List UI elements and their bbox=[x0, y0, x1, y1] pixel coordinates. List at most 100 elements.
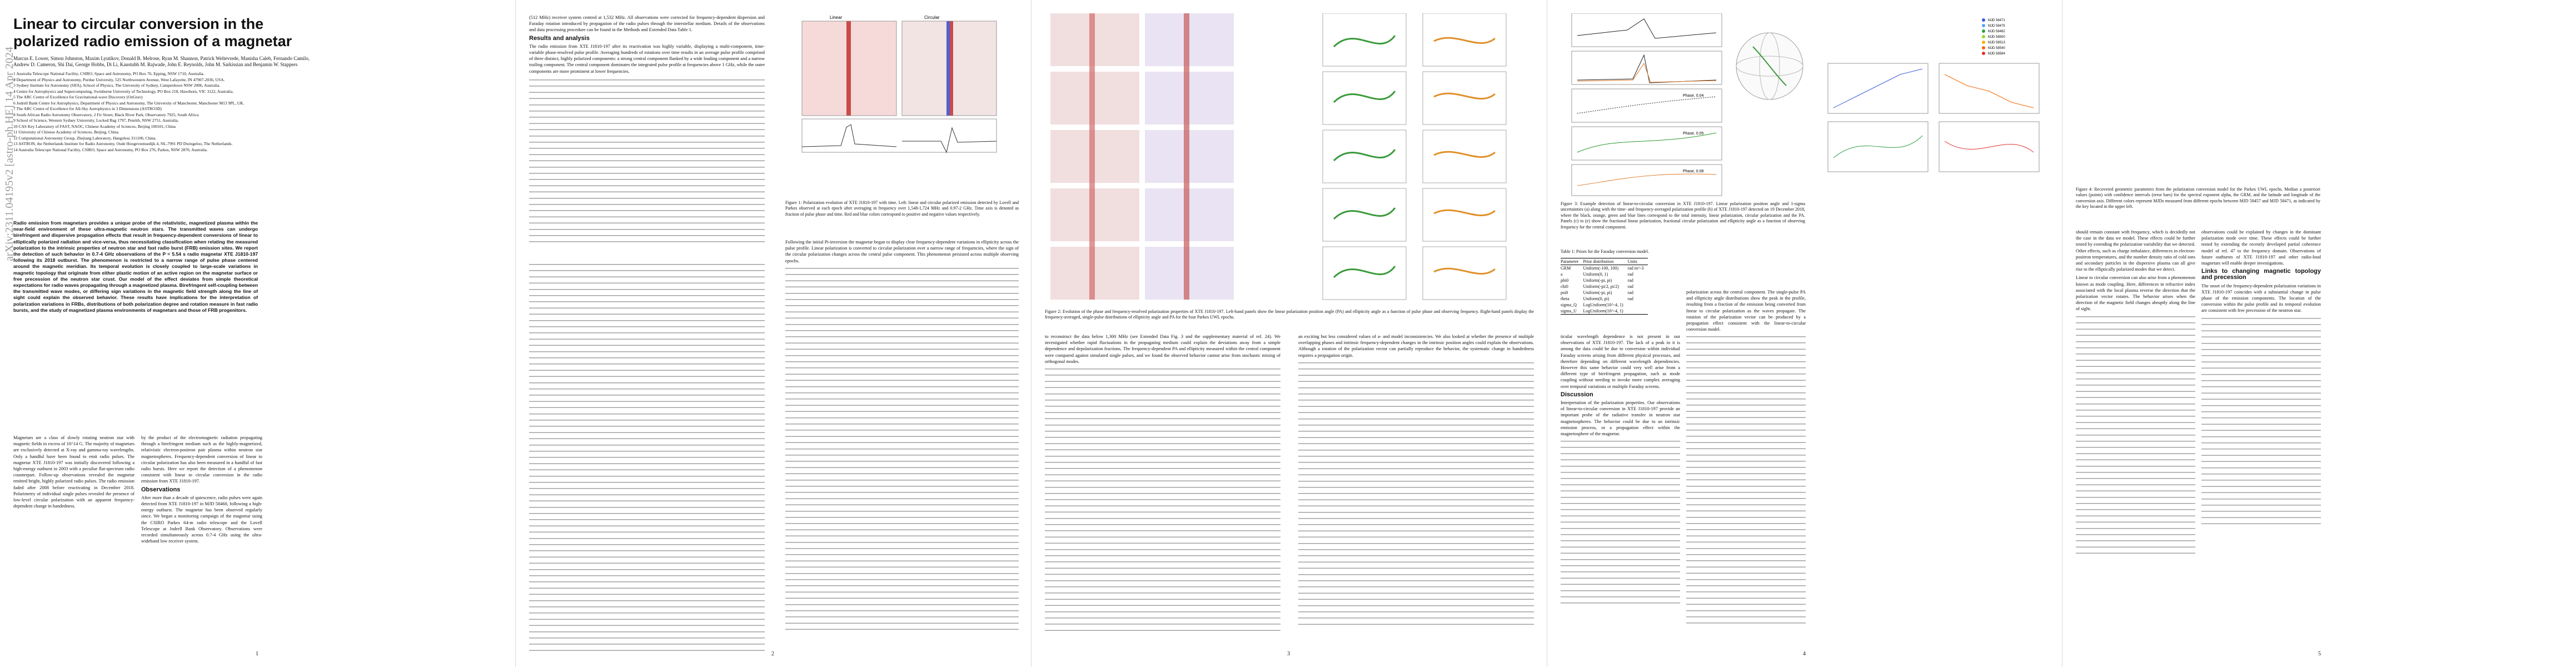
observations-paragraph: After more than a decade of quiescence, … bbox=[141, 495, 262, 544]
body-column-1: (512 MHz) receiver system centred at 1,5… bbox=[529, 14, 765, 245]
text-block bbox=[785, 266, 1019, 633]
text-block bbox=[1686, 335, 1806, 624]
figure-4-legend: MJD 58471 MJD 58475 MJD 58482 MJD 58500 … bbox=[1982, 18, 2005, 56]
body-column-2: Following the initial Pi-inversion the m… bbox=[785, 239, 1019, 633]
legend-label: MJD 58584 bbox=[1988, 52, 2005, 56]
text-block bbox=[1298, 360, 1534, 628]
figure-4-caption: Figure 4: Recovered geometric parameters… bbox=[2076, 187, 2320, 210]
body-column-1: to reconstruct the data below 1,300 MHz … bbox=[1045, 334, 1280, 634]
table-row: theta Uniform(0, pi) rad bbox=[1561, 296, 1633, 301]
section-heading-topology: Links to changing magnetic topology and … bbox=[2201, 268, 2321, 281]
affiliation-line: 11 University of Chinese Academy of Scie… bbox=[13, 130, 119, 135]
legend-label: MJD 58513 bbox=[1988, 41, 2005, 44]
affiliation-line: 12 Computational Astronomy Group, Zhejia… bbox=[13, 135, 157, 141]
affiliation-line: 7 The ARC Centre of Excellence for All-S… bbox=[13, 106, 162, 111]
figure-3-caption: Figure 3: Example detection of linear-to… bbox=[1561, 201, 1805, 230]
legend-label: MJD 58482 bbox=[1988, 30, 2005, 33]
body-column-1: Magnetars are a class of slowly rotating… bbox=[13, 435, 134, 509]
section-heading-results: Results and analysis bbox=[529, 34, 590, 42]
table-header: Parameter bbox=[1561, 258, 1583, 265]
figure-3-plots: Phase, 0.04 Phase, 0.05 Phase, 0.08 bbox=[1571, 13, 1722, 196]
panel-label-circular: Circular bbox=[924, 15, 940, 20]
abstract: Radio emission from magnetars provides a… bbox=[13, 220, 258, 313]
discussion-paragraph: Interpretation of the polarization prope… bbox=[1561, 400, 1680, 437]
figure-1-waterfall: Linear Circular bbox=[801, 15, 997, 153]
body-column-2: an exciting but less considered values o… bbox=[1298, 334, 1534, 628]
legend-label: MJD 58471 bbox=[1988, 19, 2005, 22]
intro-paragraph-cont: by the product of the electromagnetic ra… bbox=[141, 435, 262, 484]
page-number: 2 bbox=[771, 651, 774, 657]
figure-1-caption: Figure 1: Polarization evolution of XTE … bbox=[785, 200, 1019, 217]
text-block bbox=[2076, 314, 2195, 559]
analysis-paragraph-2: an exciting but less considered values o… bbox=[1298, 334, 1534, 358]
affiliation-line: 8 South African Radio Astronomy Observat… bbox=[13, 112, 199, 117]
text-block bbox=[529, 262, 765, 651]
discussion-paragraph-3: should remain constant with frequency, w… bbox=[2076, 230, 2195, 272]
body-column-1: should remain constant with frequency, w… bbox=[2076, 229, 2195, 559]
table-header: Prior distribution bbox=[1583, 258, 1628, 265]
results-paragraph: The radio emission from XTE J1810-197 af… bbox=[529, 43, 765, 74]
page-number: 4 bbox=[1803, 651, 1806, 657]
table-row: sigma_U LogUniform(10^-4, 1) bbox=[1561, 308, 1648, 315]
paper-title: Linear to circular conversion in the pol… bbox=[13, 16, 292, 49]
results-paragraph-2: Following the initial Pi-inversion the m… bbox=[785, 240, 1019, 263]
page-1: arXiv:2311.04195v2 [astro-ph.HE] 14 Apr … bbox=[0, 0, 516, 667]
discussion-paragraph-4: Linear to circular conversion can also a… bbox=[2076, 275, 2195, 312]
table-row: sigma_Q LogUniform(10^-4, 1) bbox=[1561, 302, 1623, 307]
affiliations: 1 Australia Telescope National Facility,… bbox=[13, 71, 258, 153]
body-column-2: by the product of the electromagnetic ra… bbox=[141, 435, 262, 544]
page-number: 3 bbox=[1287, 651, 1290, 657]
panel-label-linear: Linear bbox=[830, 15, 843, 20]
page-2: (512 MHz) receiver system centred at 1,5… bbox=[516, 0, 1032, 667]
affiliation-line: 6 Jodrell Bank Centre for Astrophysics, … bbox=[13, 100, 245, 106]
figure-2-panels bbox=[1050, 13, 1507, 300]
body-column-1: ticular wavelength dependence is not pre… bbox=[1561, 334, 1680, 606]
model-paragraph: ticular wavelength dependence is not pre… bbox=[1561, 334, 1680, 389]
figure-2-waterfalls bbox=[1050, 13, 1234, 300]
figure-4-plots: MJD 58471 MJD 58475 MJD 58482 MJD 58500 … bbox=[1827, 18, 2040, 172]
topology-paragraph: The onset of the frequency-dependent pol… bbox=[2201, 283, 2321, 313]
body-column-1b bbox=[529, 262, 765, 651]
text-block bbox=[2201, 316, 2321, 527]
processing-paragraph: (512 MHz) receiver system centred at 1,5… bbox=[529, 15, 765, 33]
affiliation-line: 5 The ARC Centre of Excellence for Gravi… bbox=[13, 94, 143, 99]
affiliation-line: 1 Australia Telescope National Facility,… bbox=[13, 71, 205, 76]
table-header-row: Parameter Prior distribution Units bbox=[1561, 258, 1648, 265]
page-5: Figure 4: Recovered geometric parameters… bbox=[2062, 0, 2576, 667]
fig3-label-a: Phase, 0.04 bbox=[1683, 94, 1703, 98]
figure-2-scatter-panels bbox=[1322, 13, 1507, 300]
analysis-paragraph: to reconstruct the data below 1,300 MHz … bbox=[1045, 334, 1280, 364]
body-column-2: observations could be explained by chang… bbox=[2201, 229, 2321, 527]
affiliation-line: 3 Sydney Institute for Astronomy (SIfA),… bbox=[13, 83, 221, 88]
page-3: Figure 2: Evolution of the phase and fre… bbox=[1032, 0, 1547, 667]
legend-label: MJD 58475 bbox=[1988, 24, 2005, 28]
section-heading-observations: Observations bbox=[141, 486, 181, 493]
affiliation-line: 2 Department of Physics and Astronomy, P… bbox=[13, 77, 225, 82]
text-block bbox=[1045, 367, 1280, 634]
page-4: Phase, 0.04 Phase, 0.05 Phase, 0.08 Figu… bbox=[1547, 0, 2062, 667]
table-row: chi0 Uniform(-pi/2, pi/2) rad bbox=[1561, 284, 1633, 289]
table-header: Units bbox=[1627, 258, 1648, 265]
page-number: 1 bbox=[256, 651, 258, 657]
section-heading-discussion: Discussion bbox=[1561, 391, 1593, 398]
fig3-label-c: Phase, 0.08 bbox=[1683, 170, 1703, 173]
affiliation-line: 10 CAS Key Laboratory of FAST, NAOC, Chi… bbox=[13, 123, 176, 129]
intro-paragraph: Magnetars are a class of slowly rotating… bbox=[13, 435, 134, 509]
table-row: psi0 Uniform(-pi, pi) rad bbox=[1561, 290, 1633, 295]
legend-label: MJD 58500 bbox=[1988, 36, 2005, 39]
text-block bbox=[529, 77, 765, 245]
discussion-paragraph-5: observations could be explained by chang… bbox=[2201, 230, 2321, 266]
table-1-caption: Table 1: Priors for the Faraday conversi… bbox=[1561, 249, 1649, 254]
affiliation-line: 9 School of Science, Western Sydney Univ… bbox=[13, 118, 179, 123]
fig3-label-b: Phase, 0.05 bbox=[1683, 132, 1703, 136]
legend-label: MJD 58540 bbox=[1988, 47, 2005, 50]
author-list: Marcus E. Lower, Simon Johnston, Maxim L… bbox=[13, 56, 310, 67]
affiliation-line: 4 Centre for Astrophysics and Supercompu… bbox=[13, 88, 234, 94]
affiliation-line: 13 ASTRON, the Netherlands Institute for… bbox=[13, 141, 233, 146]
table-row: phi0 Uniform(-pi, pi) rad bbox=[1561, 278, 1633, 283]
figure-3-sphere bbox=[1736, 32, 1803, 100]
table-row: a Uniform(0, 1) rad bbox=[1561, 272, 1633, 277]
page-number: 5 bbox=[2318, 651, 2321, 657]
text-block bbox=[1561, 439, 1680, 606]
affiliation-line: 14 Australia Telescope National Facility… bbox=[13, 147, 208, 152]
